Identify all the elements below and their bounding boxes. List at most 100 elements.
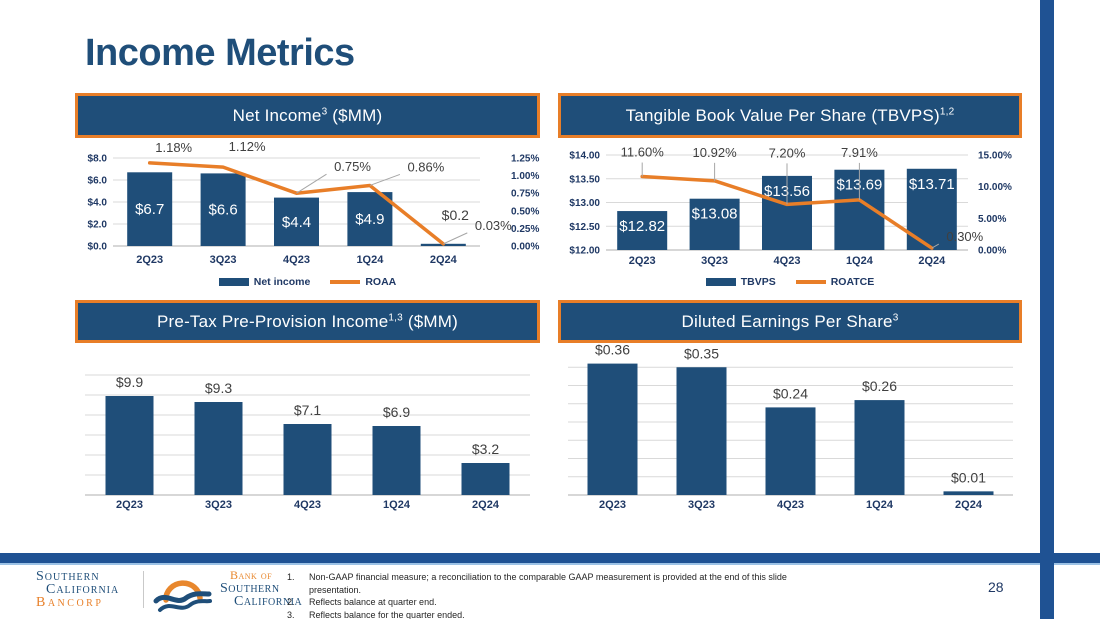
label-leader-line: [443, 232, 468, 245]
bar-value-label: $6.7: [135, 201, 164, 218]
bar-3Q23: [200, 173, 246, 246]
footnote-number: 3.: [287, 609, 295, 619]
bar-2Q24: [461, 463, 510, 495]
line-value-label: 0.03%: [475, 218, 512, 233]
y-axis-label: $12.50: [569, 222, 600, 233]
x-tick-label: 2Q23: [116, 499, 143, 511]
bar-3Q23: [676, 367, 727, 495]
bar-value-label: $0.2: [442, 207, 469, 223]
y-axis-label: $8.0: [88, 154, 108, 165]
label-leader-line: [296, 173, 327, 194]
x-tick-label: 2Q23: [629, 255, 656, 267]
y-axis-label: $13.00: [569, 198, 600, 209]
line-value-label: 7.20%: [769, 145, 806, 160]
bank-logo-line3: California: [234, 594, 303, 609]
bar-4Q23: [274, 197, 319, 246]
x-tick-label: 2Q24: [430, 254, 458, 266]
legend-label: Net income: [253, 276, 311, 288]
net-income-plot: $8.0 $6.0 $4.0 $2.0 $0.0 1.25% 1.00% 0.75% 0.50%…: [88, 139, 540, 266]
bar-value-label: $9.3: [205, 380, 232, 396]
bar-2Q23: [105, 396, 154, 495]
line-swatch-icon: [330, 280, 361, 284]
bar-value-label: $0.01: [951, 469, 986, 485]
line-value-label: 11.60%: [621, 145, 665, 160]
bar-value-label: $4.4: [282, 214, 311, 231]
x-tick-label: 3Q23: [688, 499, 715, 511]
bar-3Q23: [689, 198, 740, 250]
x-tick-label: 4Q23: [774, 255, 801, 267]
line-value-label: 1.12%: [229, 139, 266, 154]
legend-label: ROATCE: [830, 276, 875, 288]
bar-1Q24: [854, 400, 905, 495]
bar-value-label: $0.26: [862, 378, 897, 394]
legend-label: TBVPS: [740, 276, 776, 288]
x-tick-label: 1Q24: [846, 255, 874, 267]
y2-axis-label: 0.75%: [511, 189, 539, 200]
line-value-label: 1.18%: [155, 140, 192, 155]
tbvps-title: Tangible Book Value Per Share (TBVPS)1,2: [625, 105, 955, 125]
bar-value-label: $7.1: [294, 402, 321, 418]
x-tick-label: 4Q23: [283, 254, 310, 266]
bar-1Q24: [372, 426, 421, 495]
y2-axis-label: 0.00%: [511, 242, 539, 253]
footnote-text: Non-GAAP financial measure; a reconcilia…: [309, 572, 787, 595]
bar-2Q23: [617, 211, 668, 250]
x-tick-label: 3Q23: [205, 499, 232, 511]
bank-logo-line2: Southern: [220, 581, 280, 596]
page-title: Income Metrics: [85, 32, 355, 74]
legend-item: ROATCE: [795, 276, 875, 288]
y2-axis-label: 5.00%: [978, 214, 1006, 225]
x-tick-label: 2Q24: [955, 499, 983, 511]
diluted-eps-chart: Diluted Earnings Per Share3 $0.36 $0.35 $0…: [558, 300, 1022, 515]
label-leader-line: [369, 173, 401, 186]
footnote: 1. Non-GAAP financial measure; a reconci…: [287, 571, 827, 596]
bar-3Q23: [194, 402, 243, 495]
bar-value-label: $0.24: [773, 385, 808, 401]
bank-swoosh-icon: [153, 580, 212, 612]
x-tick-label: 3Q23: [210, 254, 237, 266]
pretax-preprovision-title: Pre-Tax Pre-Provision Income1,3 ($MM): [157, 311, 458, 331]
footnote-number: 2.: [287, 597, 295, 607]
diluted-eps-title: Diluted Earnings Per Share3: [681, 311, 899, 331]
legend-item: TBVPS: [705, 276, 776, 288]
net-income-title: Net Income3 ($MM): [232, 105, 383, 125]
bank-logo: Bank of Southern California: [216, 568, 303, 609]
footer-light-line: [0, 563, 1100, 565]
x-tick-label: 1Q24: [866, 499, 894, 511]
y2-axis-label: 0.25%: [511, 224, 539, 235]
y-axis-label: $4.0: [88, 198, 108, 209]
legend-item: Net income: [218, 276, 311, 288]
bar-swatch-icon: [705, 278, 736, 286]
bar-value-label: $6.9: [383, 404, 410, 420]
y2-axis-label: 0.50%: [511, 206, 539, 217]
net-income-title-bar: Net Income3 ($MM): [75, 93, 540, 138]
x-tick-label: 2Q23: [599, 499, 626, 511]
x-tick-label: 1Q24: [383, 499, 411, 511]
label-leader-line: [931, 243, 940, 249]
bank-logo-line1: Bank of: [230, 568, 273, 582]
bar-value-label: $4.9: [355, 211, 384, 228]
x-tick-label: 3Q23: [701, 255, 728, 267]
bar-4Q23: [765, 407, 816, 495]
bar-value-label: $6.6: [208, 202, 237, 219]
bancorp-logo-line1: Southern: [36, 569, 100, 584]
bar-value-label: $0.36: [595, 342, 630, 358]
diluted-eps-title-bar: Diluted Earnings Per Share3: [558, 300, 1022, 343]
x-tick-label: 2Q24: [472, 499, 500, 511]
footnote: 3. Reflects balance for the quarter ende…: [287, 609, 827, 619]
y-axis-label: $14.00: [569, 151, 600, 162]
x-tick-label: 2Q23: [136, 254, 163, 266]
y2-axis-label: 10.00%: [978, 182, 1012, 193]
bar-1Q24: [347, 192, 393, 246]
footnote-number: 1.: [287, 572, 295, 582]
x-tick-label: 1Q24: [356, 254, 384, 266]
y2-axis-label: 0.00%: [978, 246, 1006, 257]
bar-4Q23: [283, 424, 332, 495]
x-tick-label: 2Q24: [918, 255, 946, 267]
line-value-label: 0.86%: [407, 159, 444, 174]
y-axis-label: $6.0: [88, 176, 108, 187]
x-tick-label: 4Q23: [777, 499, 804, 511]
tbvps-chart: Tangible Book Value Per Share (TBVPS)1,2…: [558, 93, 1022, 293]
footnote-text: Reflects balance at quarter end.: [309, 597, 437, 607]
